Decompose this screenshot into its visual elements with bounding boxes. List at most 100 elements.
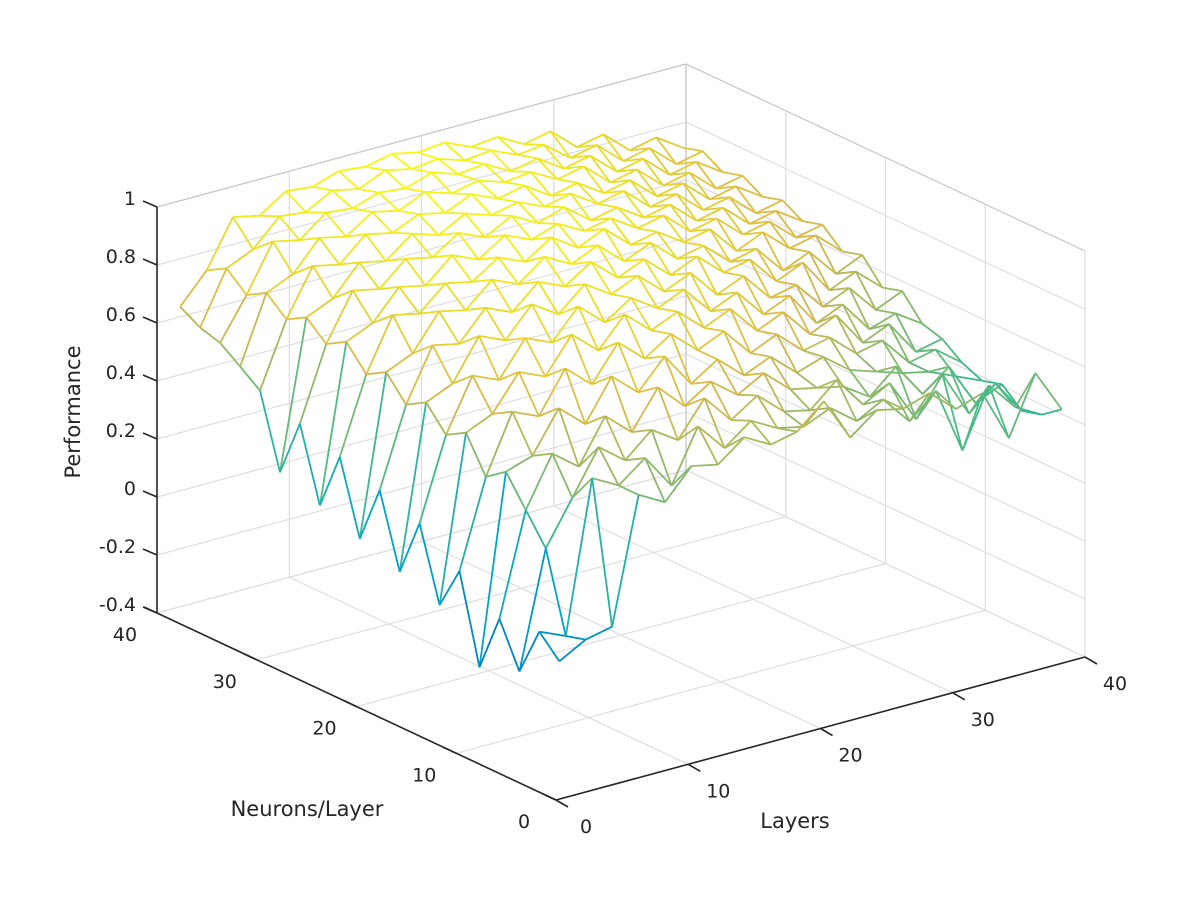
mesh-segment bbox=[372, 209, 399, 213]
mesh-segment bbox=[823, 400, 851, 439]
mesh-segment bbox=[465, 413, 493, 434]
mesh-segment bbox=[703, 397, 732, 421]
mesh-segment bbox=[728, 196, 751, 225]
mesh-segment bbox=[769, 220, 797, 239]
mesh-segment bbox=[584, 227, 605, 232]
mesh-segment bbox=[557, 178, 578, 184]
mesh-segment bbox=[624, 457, 646, 462]
mesh-segment bbox=[511, 214, 539, 224]
mesh-segment bbox=[564, 367, 593, 386]
mesh-segment bbox=[339, 261, 360, 266]
mesh-segment bbox=[675, 150, 704, 165]
y-tick bbox=[243, 653, 258, 661]
mesh-segment bbox=[610, 168, 638, 184]
mesh-segment bbox=[676, 193, 704, 211]
mesh-segment bbox=[505, 455, 533, 473]
mesh-segment bbox=[338, 170, 360, 190]
mesh-segment bbox=[444, 141, 472, 148]
mesh-segment bbox=[803, 407, 831, 428]
mesh-segment bbox=[326, 340, 347, 345]
mesh-segment bbox=[716, 185, 737, 190]
mesh-segment bbox=[417, 141, 446, 154]
mesh-segment bbox=[505, 471, 527, 511]
mesh-segment bbox=[225, 267, 248, 296]
mesh-segment bbox=[617, 258, 645, 279]
mesh-segment bbox=[545, 497, 574, 549]
mesh-segment bbox=[557, 407, 580, 467]
mesh-segment bbox=[603, 179, 631, 194]
mesh-segment bbox=[470, 146, 492, 152]
mesh-segment bbox=[385, 371, 407, 406]
mesh-segment bbox=[941, 338, 963, 364]
mesh-segment bbox=[709, 185, 737, 201]
mesh-segment bbox=[504, 234, 532, 241]
mesh-segment bbox=[888, 323, 917, 353]
mesh-segment bbox=[531, 407, 560, 457]
mesh-segment bbox=[312, 263, 340, 267]
mesh-segment bbox=[477, 179, 499, 200]
mesh-segment bbox=[717, 436, 746, 466]
mesh-segment bbox=[829, 337, 851, 371]
mesh-segment bbox=[630, 386, 659, 433]
mesh-segment bbox=[372, 286, 400, 324]
z-tick bbox=[142, 490, 158, 498]
mesh-segment bbox=[597, 341, 619, 352]
mesh-segment bbox=[578, 446, 600, 468]
mesh-segment bbox=[524, 337, 547, 377]
mesh-segment bbox=[465, 432, 487, 478]
mesh-segment bbox=[543, 143, 571, 159]
mesh-segment bbox=[603, 190, 624, 194]
mesh-segment bbox=[623, 190, 645, 219]
mesh-segment bbox=[366, 371, 387, 376]
mesh-segment bbox=[444, 193, 473, 214]
mesh-segment bbox=[398, 402, 427, 573]
mesh-segment bbox=[563, 206, 592, 222]
mesh-segment bbox=[491, 278, 519, 285]
mesh-segment bbox=[411, 310, 440, 354]
mesh-segment bbox=[862, 339, 883, 344]
mesh-segment bbox=[524, 255, 546, 263]
y-tick bbox=[343, 699, 357, 708]
y-axis-label: Neurons/Layer bbox=[231, 797, 384, 821]
mesh-segment bbox=[505, 337, 526, 342]
mesh-segment bbox=[631, 429, 652, 433]
mesh-segment bbox=[570, 334, 593, 385]
mesh-segment bbox=[404, 171, 433, 190]
mesh-segment bbox=[643, 214, 664, 219]
mesh-segment bbox=[445, 212, 466, 215]
mesh-segment bbox=[783, 410, 805, 428]
mesh-segment bbox=[842, 304, 864, 344]
mesh-segment bbox=[657, 386, 686, 407]
mesh-segment bbox=[655, 136, 678, 165]
mesh-segment bbox=[755, 199, 783, 215]
mesh-segment bbox=[425, 282, 446, 287]
mesh-segment bbox=[611, 375, 639, 394]
mesh-segment bbox=[484, 163, 512, 173]
z-tick-label: 0.6 bbox=[106, 304, 136, 326]
mesh-segment bbox=[683, 288, 705, 329]
mesh-segment bbox=[690, 228, 711, 233]
mesh-segment bbox=[425, 382, 454, 404]
mesh-segment bbox=[623, 314, 646, 359]
mesh-segment bbox=[683, 228, 711, 244]
mesh-segment bbox=[710, 380, 738, 396]
mesh-segment bbox=[742, 231, 764, 236]
mesh-segment bbox=[431, 171, 459, 175]
mesh-segment bbox=[438, 570, 461, 606]
mesh-segment bbox=[616, 168, 637, 173]
z-tick-label: -0.2 bbox=[99, 536, 136, 558]
mesh-segment bbox=[305, 297, 334, 319]
mesh-segment bbox=[411, 158, 439, 170]
mesh-segment bbox=[822, 356, 851, 371]
mesh-segment bbox=[504, 181, 525, 187]
x-tick-label: 0 bbox=[580, 816, 592, 838]
mesh-segment bbox=[902, 392, 930, 410]
mesh-segment bbox=[796, 400, 825, 433]
mesh-segment bbox=[855, 339, 884, 355]
mesh-segment bbox=[512, 410, 540, 418]
mesh-segment bbox=[762, 231, 790, 250]
mesh-segment bbox=[803, 349, 824, 358]
mesh-segment bbox=[756, 329, 778, 336]
mesh-segment bbox=[829, 407, 858, 422]
mesh-segment bbox=[458, 476, 487, 572]
